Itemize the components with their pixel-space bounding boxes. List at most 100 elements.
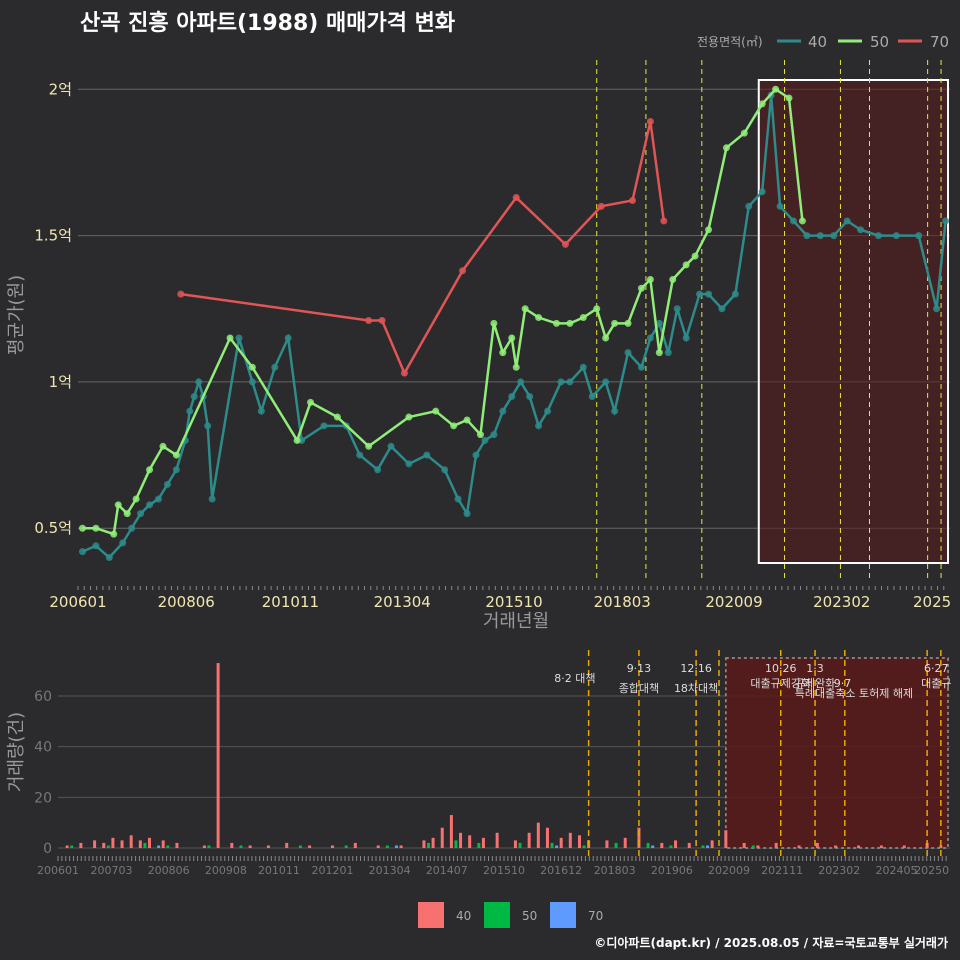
volume-bar-40 [459, 832, 463, 848]
series-line-50 [82, 87, 804, 536]
data-point-50 [132, 495, 140, 503]
volume-bar-40 [857, 845, 861, 848]
volume-bar-50 [454, 840, 458, 848]
x-tick-label: 202302 [813, 593, 870, 611]
bottom-legend-swatch-50 [484, 902, 510, 928]
data-point-40 [105, 554, 113, 562]
volume-bar-40 [161, 840, 165, 848]
x-tick-label: 202009 [705, 593, 762, 611]
data-point-40 [208, 495, 216, 503]
x-tick-label: 200601 [49, 593, 106, 611]
volume-bar-40 [308, 845, 312, 848]
data-point-50 [450, 422, 458, 430]
volume-x-tick-label: 202111 [761, 864, 803, 877]
data-point-50 [521, 305, 529, 313]
data-point-40 [803, 232, 811, 240]
volume-x-tick-label: 200908 [205, 864, 247, 877]
data-point-70 [512, 194, 520, 202]
data-point-40 [526, 393, 534, 401]
data-point-40 [776, 202, 784, 210]
policy-annotation: 6·27 [924, 662, 949, 675]
volume-bar-50 [669, 845, 673, 848]
x-tick-label: 200806 [158, 593, 215, 611]
data-point-50 [172, 451, 180, 459]
data-point-40 [696, 290, 704, 298]
data-point-40 [637, 363, 645, 371]
y-tick-label: 1.5억 [34, 227, 72, 245]
policy-annotation: 12·16 [680, 662, 712, 675]
data-point-40 [154, 495, 162, 503]
volume-bar-40 [120, 840, 124, 848]
policy-annotation: 8·2 대책 [554, 672, 595, 685]
volume-bar-50 [550, 842, 554, 848]
volume-x-tick-label: 201803 [594, 864, 636, 877]
data-point-40 [942, 217, 950, 225]
volume-bar-40 [637, 827, 641, 848]
volume-bar-50 [207, 845, 211, 848]
data-point-40 [92, 542, 100, 550]
data-point-40 [789, 217, 797, 225]
volume-bar-40 [536, 822, 540, 848]
volume-x-tick-label: 201011 [258, 864, 300, 877]
data-point-40 [611, 407, 619, 415]
volume-x-tick-label: 201612 [540, 864, 582, 877]
volume-bar-50 [70, 845, 74, 848]
data-point-40 [248, 378, 256, 386]
data-point-40 [579, 363, 587, 371]
volume-bar-50 [427, 842, 431, 848]
data-point-40 [472, 451, 480, 459]
data-point-40 [356, 451, 364, 459]
data-point-40 [933, 305, 941, 313]
data-point-70 [378, 316, 386, 324]
data-point-40 [481, 436, 489, 444]
data-point-50 [146, 466, 154, 474]
data-point-50 [691, 252, 699, 260]
volume-bar-50 [385, 845, 389, 848]
volume-bar-40 [376, 845, 380, 848]
x-axis-label: 거래년월 [483, 611, 549, 632]
data-point-40 [284, 334, 292, 342]
data-point-40 [843, 217, 851, 225]
data-point-70 [646, 117, 654, 125]
volume-x-tick-label: 202405 [875, 864, 917, 877]
data-point-40 [673, 305, 681, 313]
volume-bar-40 [431, 837, 435, 848]
data-point-40 [816, 232, 824, 240]
bottom-legend-swatch-40 [418, 902, 444, 928]
data-point-40 [857, 226, 865, 234]
data-point-50 [740, 129, 748, 137]
data-point-40 [163, 480, 171, 488]
volume-bar-40 [175, 842, 179, 848]
policy-annotation: 종합대책 [619, 682, 659, 695]
volume-bar-40 [939, 845, 943, 848]
data-point-40 [517, 378, 525, 386]
data-point-40 [544, 407, 552, 415]
data-point-50 [92, 524, 100, 532]
bottom-legend-swatch-70 [550, 902, 576, 928]
policy-annotation: 9·7 [834, 677, 852, 690]
data-point-50 [798, 217, 806, 225]
data-point-70 [629, 196, 637, 204]
volume-bar-40 [330, 845, 334, 848]
volume-bar-40 [481, 837, 485, 848]
data-point-40 [874, 232, 882, 240]
volume-bar-70 [706, 845, 710, 848]
volume-bar-50 [166, 845, 170, 848]
volume-y-tick-label: 40 [34, 740, 52, 756]
data-point-50 [758, 100, 766, 108]
volume-bar-70 [157, 845, 161, 848]
volume-bar-70 [555, 845, 559, 848]
data-point-40 [915, 232, 923, 240]
data-point-40 [624, 349, 632, 357]
data-point-40 [235, 334, 243, 342]
volume-bar-40 [399, 845, 403, 848]
price-plot: 0.5억 1억 1.5억 2억 200601 200806 201011 201304 2015… [34, 60, 951, 611]
volume-x-tick-label: 201906 [651, 864, 693, 877]
volume-bar-50 [582, 845, 586, 848]
volume-highlight-region [725, 657, 949, 849]
volume-bar-40 [559, 837, 563, 848]
x-tick-label: 201803 [594, 593, 651, 611]
bottom-legend-label-50: 50 [522, 909, 537, 923]
volume-x-tick-label: 202302 [818, 864, 860, 877]
